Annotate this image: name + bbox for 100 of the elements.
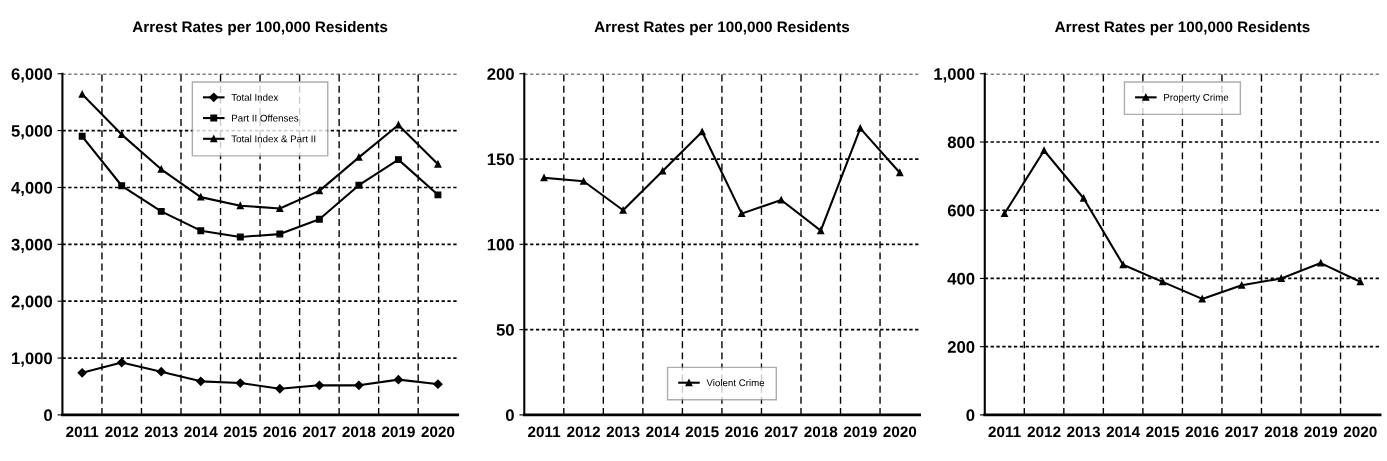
y-tick-label: 800 bbox=[947, 136, 975, 149]
point bbox=[1080, 194, 1088, 202]
point bbox=[738, 210, 746, 218]
point bbox=[1159, 278, 1167, 286]
x-tick-label: 2012 bbox=[567, 426, 600, 438]
point bbox=[355, 153, 363, 161]
point bbox=[197, 227, 205, 235]
legend-label: Violent Crime bbox=[706, 379, 765, 387]
y-tick-label: 1,000 bbox=[12, 352, 53, 367]
point bbox=[118, 131, 126, 139]
point bbox=[1356, 278, 1364, 286]
point bbox=[580, 177, 588, 185]
x-tick-label: 2016 bbox=[725, 426, 759, 438]
point bbox=[1238, 281, 1246, 289]
point bbox=[315, 187, 323, 195]
y-tick-label: 4,000 bbox=[11, 181, 53, 197]
point bbox=[1119, 261, 1127, 269]
x-tick-label: 2019 bbox=[843, 426, 877, 438]
x-tick-label: 2013 bbox=[144, 426, 178, 438]
point bbox=[157, 165, 165, 173]
point bbox=[659, 167, 667, 175]
point bbox=[394, 121, 402, 129]
x-tick-label: 2017 bbox=[1225, 426, 1259, 438]
point bbox=[236, 233, 244, 241]
x-tick-label: 2014 bbox=[1106, 426, 1141, 438]
x-tick-label: 2017 bbox=[764, 426, 798, 438]
x-tick-label: 2019 bbox=[1304, 426, 1338, 438]
point bbox=[156, 367, 166, 377]
point bbox=[856, 124, 864, 132]
chart-title: Arrest Rates per 100,000 Residents bbox=[594, 21, 850, 36]
x-tick-label: 2013 bbox=[606, 426, 640, 438]
y-tick-label: 150 bbox=[487, 153, 514, 166]
y-tick-label: 1,000 bbox=[934, 68, 975, 83]
y-tick-label: 3,000 bbox=[11, 238, 53, 253]
x-tick-label: 2020 bbox=[421, 426, 455, 438]
point bbox=[1198, 295, 1206, 303]
y-tick-label: 200 bbox=[487, 68, 514, 80]
y-tick-label: 5,000 bbox=[11, 125, 53, 140]
legend-label: Total Index bbox=[231, 93, 279, 101]
point bbox=[157, 207, 165, 215]
point bbox=[77, 368, 87, 378]
x-tick-label: 2014 bbox=[646, 426, 680, 438]
point bbox=[1277, 274, 1285, 282]
chart-title: Arrest Rates per 100,000 Residents bbox=[132, 21, 388, 36]
point bbox=[315, 215, 323, 223]
point bbox=[235, 378, 245, 388]
point bbox=[276, 230, 284, 238]
point bbox=[619, 206, 627, 214]
point bbox=[434, 191, 442, 199]
y-tick-label: 100 bbox=[487, 238, 514, 251]
point bbox=[1317, 259, 1325, 267]
x-tick-label: 2014 bbox=[184, 426, 218, 438]
point bbox=[817, 227, 825, 235]
point bbox=[896, 169, 904, 177]
x-tick-label: 2020 bbox=[1343, 426, 1377, 438]
y-tick-label: 0 bbox=[505, 409, 514, 422]
x-tick-label: 2013 bbox=[1067, 426, 1101, 438]
point bbox=[314, 380, 324, 390]
point bbox=[777, 196, 785, 204]
point bbox=[275, 384, 285, 394]
x-tick-label: 2016 bbox=[1185, 426, 1219, 438]
x-tick-label: 2018 bbox=[804, 426, 838, 438]
y-tick-label: 6,000 bbox=[11, 68, 53, 83]
point bbox=[1001, 210, 1009, 218]
x-tick-label: 2011 bbox=[66, 426, 99, 438]
point bbox=[394, 156, 402, 164]
point bbox=[540, 174, 548, 182]
x-tick-label: 2012 bbox=[1027, 426, 1061, 438]
x-tick-label: 2015 bbox=[223, 426, 257, 438]
point bbox=[434, 160, 442, 168]
y-tick-label: 400 bbox=[947, 272, 975, 285]
x-tick-label: 2012 bbox=[105, 426, 139, 438]
legend-label: Part II Offenses bbox=[232, 114, 299, 122]
point bbox=[196, 376, 206, 386]
point bbox=[117, 357, 127, 368]
point bbox=[433, 379, 443, 389]
x-tick-label: 2018 bbox=[1264, 426, 1298, 438]
point bbox=[197, 193, 205, 201]
point bbox=[355, 181, 363, 189]
x-tick-label: 2011 bbox=[988, 426, 1021, 438]
y-tick-label: 0 bbox=[966, 409, 975, 422]
x-tick-label: 2015 bbox=[1146, 426, 1180, 438]
legend-label: Total Index & Part II bbox=[231, 135, 316, 143]
y-tick-label: 2,000 bbox=[11, 295, 53, 310]
y-tick-label: 600 bbox=[947, 204, 975, 217]
point bbox=[276, 205, 284, 212]
point bbox=[393, 375, 404, 385]
x-tick-label: 2011 bbox=[528, 426, 561, 438]
point bbox=[354, 380, 364, 390]
x-tick-label: 2016 bbox=[263, 426, 297, 438]
point bbox=[118, 182, 126, 190]
y-tick-label: 0 bbox=[44, 409, 53, 422]
point bbox=[698, 128, 706, 136]
point bbox=[78, 132, 86, 140]
x-tick-label: 2015 bbox=[685, 426, 719, 438]
y-tick-label: 50 bbox=[496, 324, 514, 336]
point bbox=[236, 202, 244, 210]
x-tick-label: 2019 bbox=[381, 426, 415, 438]
x-tick-label: 2018 bbox=[342, 426, 376, 438]
point bbox=[78, 90, 86, 98]
